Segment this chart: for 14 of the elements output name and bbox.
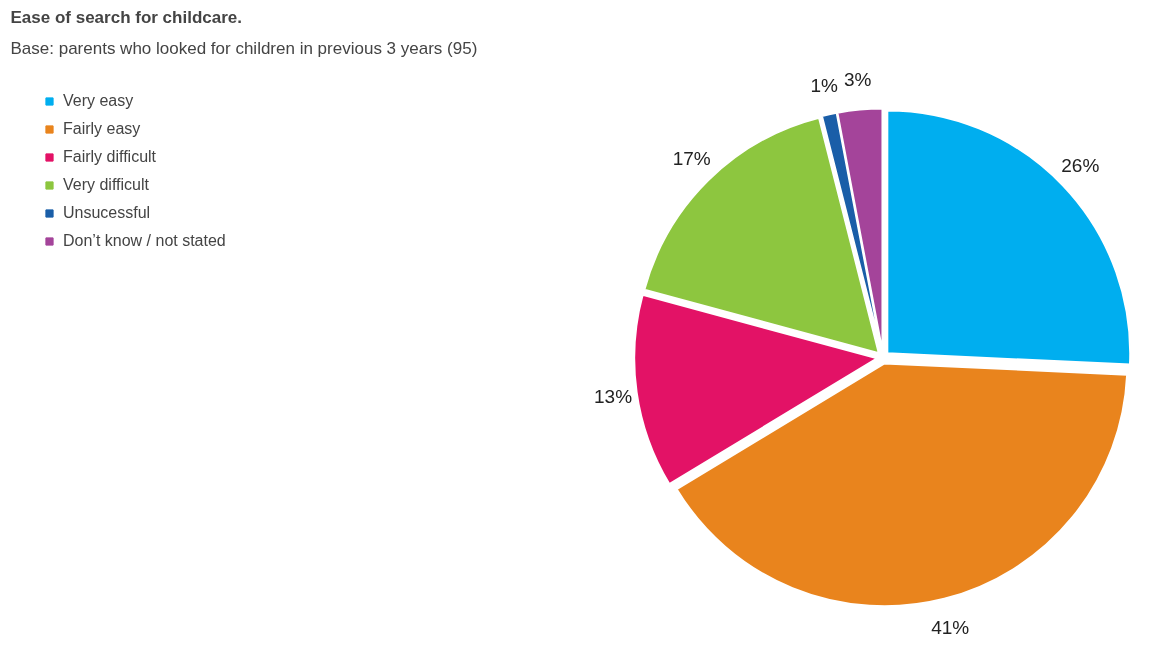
data-label: 3% <box>843 69 872 91</box>
legend-label: Fairly easy <box>63 120 141 138</box>
legend-label: Unsucessful <box>63 204 151 222</box>
legend-label: Fairly difficult <box>63 148 157 166</box>
data-label: 17% <box>672 148 711 170</box>
chart-title: Ease of search for childcare. <box>10 7 242 27</box>
data-label: 1% <box>810 74 838 96</box>
legend-label: Don’t know / not stated <box>63 232 226 250</box>
chart-subtitle: Base: parents who looked for children in previous 3 years (95) <box>10 38 478 58</box>
legend-label: Very difficult <box>63 176 149 194</box>
legend-label: Very easy <box>63 92 134 110</box>
data-label: 13% <box>594 385 633 407</box>
data-label: 41% <box>931 617 970 639</box>
data-label: 26% <box>1061 154 1100 176</box>
